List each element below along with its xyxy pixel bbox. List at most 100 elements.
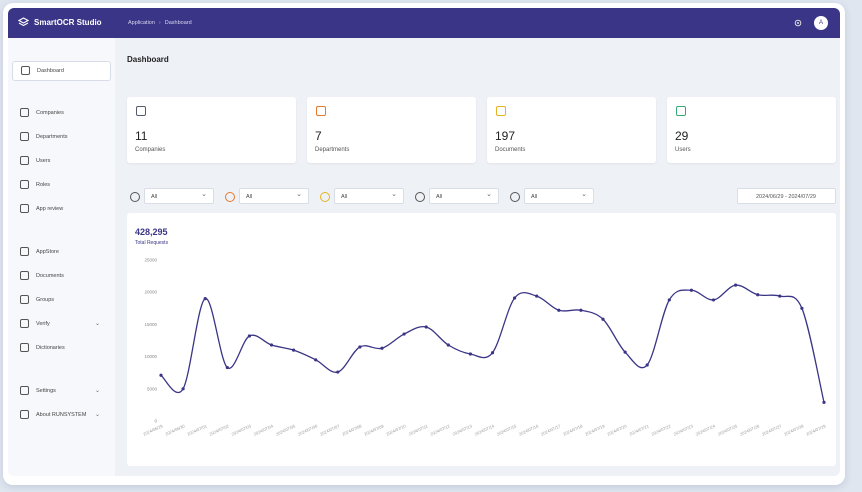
x-tick-label: 2024/07/04 [253,423,275,437]
filter-select[interactable]: All [144,187,214,204]
x-tick-label: 2024/07/25 [717,423,739,437]
avatar[interactable]: A [814,16,828,30]
stat-card[interactable]: 197 Documents [487,97,656,163]
data-point [424,325,428,329]
chevron: ⌄ [95,388,101,394]
nav-label: Roles [36,182,51,188]
chart: 428,295 Total Requests 0 5000 10000 15000 2000… [135,227,827,437]
nav-icon [20,319,29,328]
filter-icon [225,192,235,202]
chevron: ⌄ [95,412,101,418]
card-value: 11 [135,129,148,143]
nav-icon [20,247,29,256]
logo [18,17,29,27]
settings-icon[interactable] [794,19,802,27]
nav-item[interactable]: Departments [12,128,109,146]
x-tick-label: 2024/07/21 [629,423,651,437]
stat-card[interactable]: 29 Users [667,97,836,163]
data-point [490,351,495,355]
data-point [402,332,406,336]
nav-item[interactable]: Companies [12,104,109,122]
date-range-picker[interactable]: 2024/06/29 - 2024/07/29 [737,188,836,204]
filter-select[interactable]: All [429,187,499,204]
x-tick-label: 2024/07/10 [385,423,407,437]
stat-card[interactable]: 11 Companies [127,97,296,163]
nav-item[interactable]: Users [12,152,109,170]
x-tick-label: 2024/07/29 [805,423,827,437]
data-point [225,365,229,370]
data-point [667,298,671,302]
nav-label: Documents [36,273,64,279]
card-label: Companies [135,147,166,153]
y-tick-label: 25000 [144,258,157,263]
stat-card[interactable]: 7 Departments [307,97,476,163]
x-tick-label: 2024/07/20 [606,423,628,437]
nav-item[interactable]: Roles [12,176,109,194]
nav-item[interactable]: Settings ⌄ [12,382,109,400]
app-name[interactable]: SmartOCR Studio [34,18,102,27]
x-tick-label: 2024/07/17 [540,423,562,437]
nav-item[interactable]: Groups [12,291,109,309]
nav-icon [20,343,29,352]
nav-item[interactable]: Dictionaries [12,339,109,357]
x-tick-label: 2024/07/12 [430,423,452,437]
nav-icon [21,66,30,75]
filter-select[interactable]: All [334,187,404,204]
x-tick-label: 2024/07/05 [275,423,297,437]
chevron: ⌄ [95,321,101,327]
x-tick-label: 2024/07/14 [474,423,496,437]
x-tick-label: 2024/07/02 [209,423,231,437]
data-point [535,294,539,298]
nav-item[interactable]: App review [12,200,109,218]
x-tick-label: 2024/07/23 [673,423,695,437]
nav-label: Settings [36,388,56,394]
filter-icon [130,192,140,202]
data-point [446,343,450,347]
data-point [181,387,185,391]
data-point [247,334,251,338]
breadcrumb-item: Dashboard [164,20,192,26]
x-tick-label: 2024/07/18 [562,423,584,437]
nav-item[interactable]: About RUNSYSTEM ⌄ [12,406,109,424]
y-tick-label: 10000 [144,354,157,359]
data-point [822,400,826,404]
nav-label: Dashboard [37,68,64,74]
x-tick-label: 2024/07/26 [739,423,761,437]
app: SmartOCR Studio Application › Dashboard A … [8,8,840,476]
x-tick-label: 2024/07/09 [363,423,385,437]
data-point [689,288,694,292]
breadcrumb-item[interactable]: Application [128,20,155,26]
nav-item[interactable]: Documents [12,267,109,285]
chart-title: 428,295 [135,227,168,237]
data-point [269,343,274,347]
nav-icon [20,156,29,165]
nav-icon [20,271,29,280]
filter-select[interactable]: All [239,187,309,204]
nav-item[interactable]: AppStore [12,243,109,261]
x-tick-label: 2024/07/11 [408,423,429,437]
filter-select[interactable]: All [524,187,594,204]
filter-icon [320,192,330,202]
nav-icon [20,386,29,395]
nav-item[interactable]: Verify ⌄ [12,315,109,333]
x-tick-label: 2024/07/03 [231,423,253,437]
card-icon [676,106,686,116]
x-tick-label: 2024/07/28 [783,423,805,437]
nav-item[interactable]: Dashboard [12,61,111,81]
line [160,284,825,403]
y-tick-label: 20000 [144,290,157,295]
x-tick-label: 2024/07/27 [761,423,783,437]
data-point [314,358,318,362]
data-point [557,308,561,312]
data-point [292,348,296,352]
x-tick-label: 2024/07/01 [187,423,209,437]
x-tick-label: 2024/07/06 [297,423,319,437]
x-tick-label: 2024/07/15 [496,423,518,437]
card-label: Departments [315,147,350,153]
page-title: Dashboard [127,55,169,64]
data-point [380,346,384,350]
nav-icon [20,204,29,213]
x-tick-label: 2024/07/19 [584,423,606,437]
card-value: 7 [315,129,322,143]
